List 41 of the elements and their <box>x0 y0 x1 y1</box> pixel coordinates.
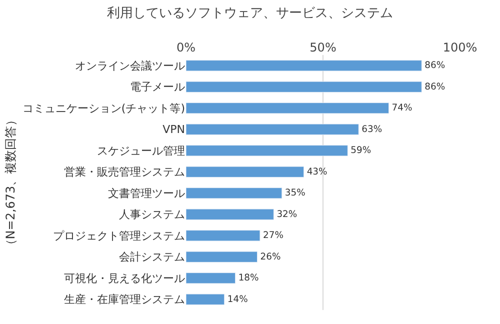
data-label: 86% <box>424 60 446 72</box>
y-tick-label: 営業・販売管理システム <box>64 166 185 179</box>
data-label: 86% <box>424 81 446 92</box>
bar <box>186 230 260 242</box>
y-tick-label: 人事システム <box>119 208 185 222</box>
bar <box>186 124 359 135</box>
data-label: 74% <box>392 102 412 114</box>
data-label: 26% <box>260 251 281 262</box>
bar <box>186 102 390 114</box>
y-axis-title: （N=2,673、複数回答） <box>4 114 18 252</box>
bar <box>186 188 282 199</box>
data-label: 32% <box>276 208 298 220</box>
data-label: 35% <box>284 188 306 199</box>
y-tick-label: 電子メール <box>130 80 185 94</box>
bar <box>186 145 348 156</box>
bar <box>186 251 258 262</box>
y-tick-label: VPN <box>162 123 185 136</box>
bar <box>186 60 422 72</box>
y-tick-label: 文書管理ツール <box>108 186 185 200</box>
data-label: 14% <box>227 294 248 305</box>
x-tick-label: 100% <box>442 40 478 55</box>
y-tick-label: オンライン会議ツール <box>75 59 185 72</box>
bar <box>186 272 236 284</box>
y-tick-label: 生産・在庫管理システム <box>64 293 185 306</box>
y-tick-label: スケジュール管理 <box>97 144 185 158</box>
data-label: 27% <box>262 230 284 242</box>
x-tick-label: 0% <box>176 40 196 55</box>
bar <box>186 81 422 92</box>
data-label: 63% <box>362 124 382 135</box>
y-tick-label: コミュニケーション(チャット等) <box>22 102 185 115</box>
bar <box>186 294 225 305</box>
y-tick-label: 可視化・見える化ツール <box>64 272 185 285</box>
x-tick-label: 50% <box>310 40 336 55</box>
chart-title: 利用しているソフトウェア、サービス、システム <box>107 6 393 22</box>
data-label: 59% <box>350 145 372 156</box>
y-tick-label: 会計システム <box>119 250 185 264</box>
data-label: 18% <box>238 272 260 284</box>
data-label: 43% <box>306 166 328 178</box>
bar <box>186 208 274 220</box>
y-tick-label: プロジェクト管理システム <box>53 229 185 242</box>
bar <box>186 166 304 178</box>
